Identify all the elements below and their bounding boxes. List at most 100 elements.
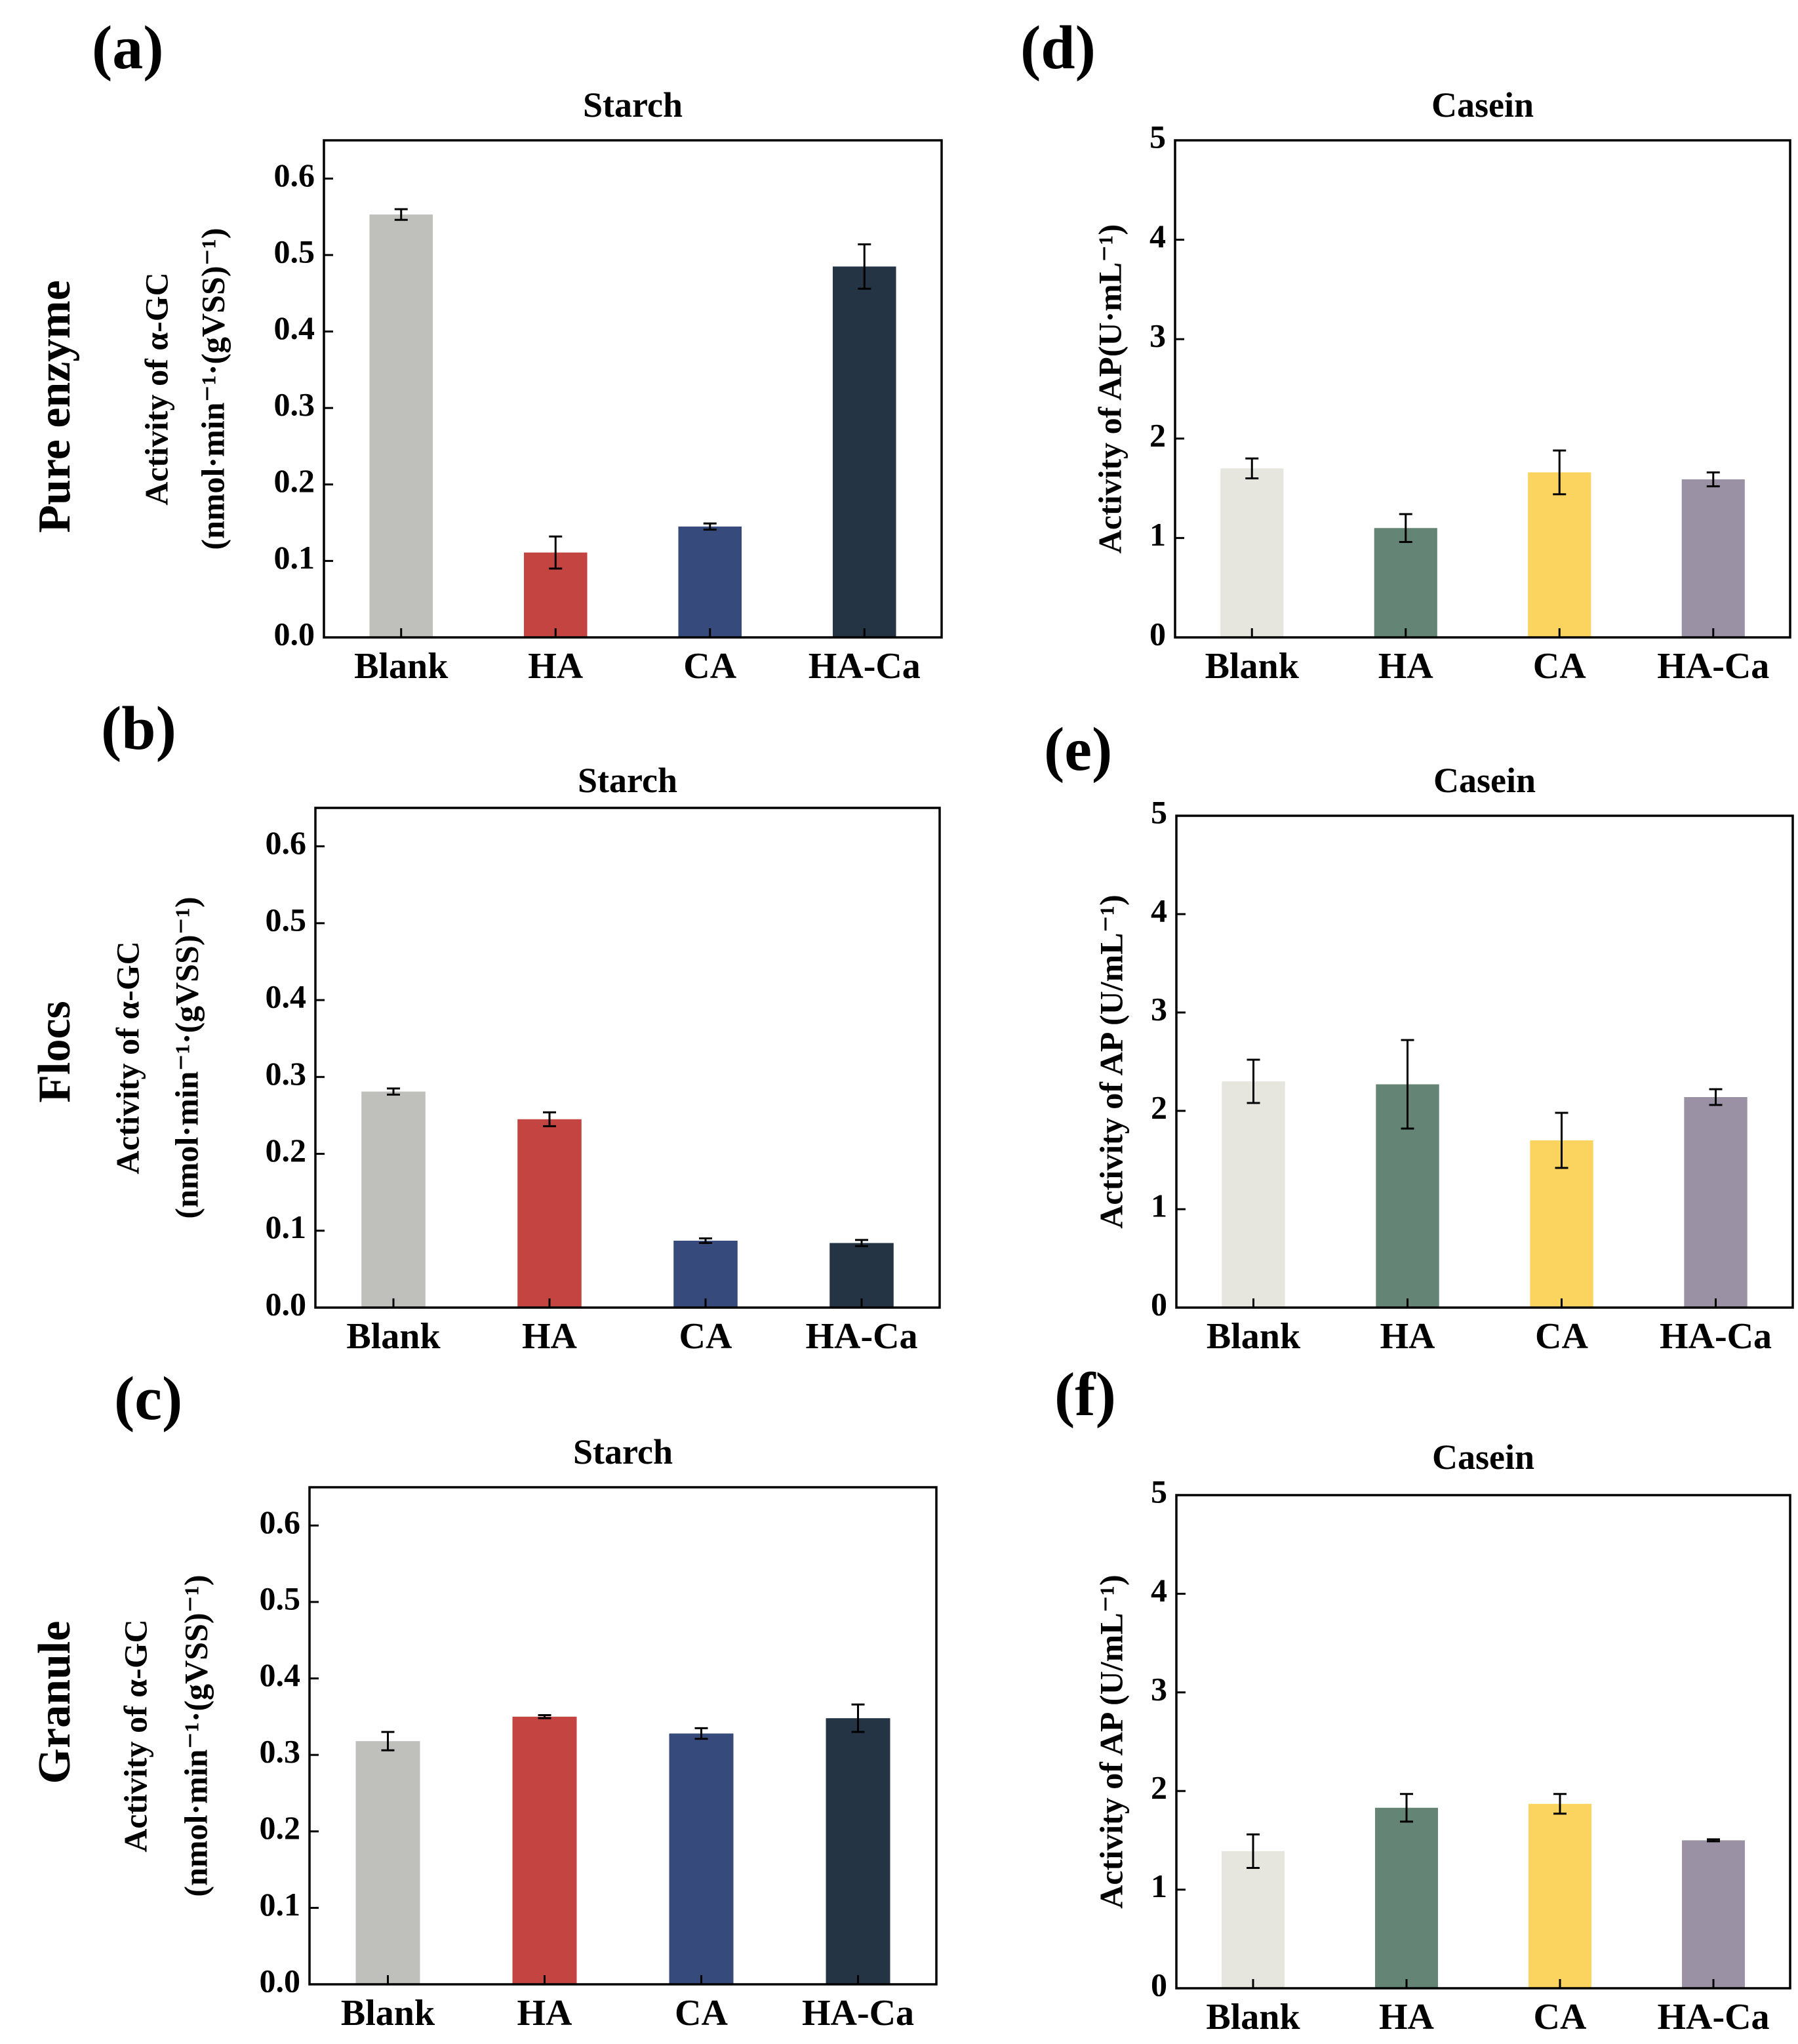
bar-ha-ca [1681,479,1745,637]
x-tick-label: HA-Ca [802,1993,914,2034]
x-tick-label: CA [1534,1997,1587,2037]
y-tick-label: 5 [1149,118,1166,155]
chart-title: Casein [1433,761,1536,800]
bar-ha [1375,1807,1438,1988]
y-tick-label: 3 [1151,1670,1167,1707]
y-tick-label: 0.4 [274,310,315,346]
bar-blank [1220,468,1284,637]
y-tick-label: 0.0 [266,1285,307,1322]
y-tick-label: 0 [1151,1966,1167,2003]
y-tick-label: 2 [1151,1089,1167,1125]
x-tick-label: HA [1378,646,1434,687]
x-tick-label: HA-Ca [1657,646,1769,687]
y-axis-label: Activity of AP (U/mL⁻¹) [1092,1574,1129,1908]
y-tick-label: 4 [1149,218,1166,254]
x-tick-label: HA [1380,1316,1436,1357]
bar-blank [1222,1081,1285,1308]
plot-frame [1175,1494,1791,1990]
x-tick-label: HA-Ca [809,646,921,687]
bar-ha [517,1119,582,1308]
panel-letter: (b) [101,694,176,763]
y-tick-label: 1 [1149,516,1166,553]
y-tick-label: 3 [1149,317,1166,354]
bar-ha-ca [1682,1840,1745,1988]
y-axis-label: Activity of α-GC [109,941,146,1174]
y-tick-label: 0.1 [274,539,315,576]
plot-frame [323,139,943,639]
bar-ca [1528,472,1591,637]
y-tick-label: 0.6 [266,824,307,861]
bar-ha-ca [1684,1097,1748,1308]
row-label-pure-enzyme: Pure enzyme [30,280,80,533]
y-tick-label: 2 [1151,1769,1167,1806]
y-tick-label: 0.5 [266,901,307,938]
plot-frame [1175,814,1794,1309]
x-tick-label: Blank [346,1316,441,1357]
panel-letter: (d) [1020,14,1096,82]
y-tick-label: 4 [1151,892,1167,929]
y-axis-label: Activity of AP(U·mL⁻¹) [1091,224,1128,553]
row-label-granule: Granule [30,1621,80,1784]
bar-ha-ca [832,266,896,637]
y-tick-label: 0.1 [260,1886,301,1923]
row-label-flocs: Flocs [30,1001,80,1103]
panel-letter: (f) [1054,1361,1116,1429]
y-axis-label: (nmol·min⁻¹·(gVSS)⁻¹) [177,1574,214,1896]
y-tick-label: 0.4 [266,978,307,1015]
y-tick-label: 0.3 [260,1733,301,1770]
x-tick-label: HA [517,1993,573,2034]
y-tick-label: 0.6 [274,157,315,193]
x-tick-label: Blank [341,1993,435,2034]
bar-ha-ca [826,1718,890,1984]
chart-title: Starch [578,761,677,800]
x-tick-label: CA [679,1316,732,1357]
y-tick-label: 4 [1151,1572,1167,1609]
y-tick-label: 0 [1149,615,1166,652]
chart-panel-f: (f) Casein Blank HA CA HA-Ca 0 1 2 3 4 5 Activity of… [1054,1361,1791,2037]
x-tick-label: Blank [1207,1316,1301,1357]
x-tick-label: CA [683,646,736,687]
bar-blank [369,214,433,637]
y-tick-label: 5 [1151,793,1167,830]
x-tick-label: HA [1379,1997,1435,2037]
x-tick-label: CA [675,1993,728,2034]
x-tick-label: HA-Ca [1657,1997,1769,2037]
y-tick-label: 0.6 [260,1504,301,1540]
y-axis-label: Activity of α-GC [117,1619,153,1853]
chart-panel-a: (a) Starch Blank HA CA HA-Ca 0.0 0.1 0.2 0.3 0.4 0.… [92,14,943,687]
bar-ca [673,1241,738,1308]
y-axis-label: (nmol·min⁻¹·(gVSS)⁻¹) [194,228,231,550]
chart-panel-e: (e) Casein Blank HA CA HA-Ca 0 1 2 3 4 5 Activity of… [1044,715,1794,1357]
x-tick-label: Blank [1205,646,1300,687]
bar-ha [1374,528,1437,637]
bar-ca [678,526,742,637]
chart-panel-d: (d) Casein Blank HA CA HA-Ca 0 1 2 3 4 5 Activity of… [1020,14,1791,687]
chart-panel-c: (c) Starch Blank HA CA HA-Ca 0.0 0.1 0.2 0.3 0.4 0.… [114,1365,938,2034]
y-tick-label: 5 [1151,1473,1167,1510]
x-tick-label: CA [1533,646,1586,687]
y-tick-label: 1 [1151,1187,1167,1224]
y-tick-label: 0.5 [274,233,315,270]
panel-letter: (e) [1044,715,1112,784]
y-tick-label: 0.5 [260,1580,301,1616]
x-tick-label: Blank [1206,1997,1300,2037]
y-tick-label: 2 [1149,416,1166,453]
y-tick-label: 0.3 [266,1055,307,1092]
chart-panel-b: (b) Starch Blank HA CA HA-Ca 0.0 0.1 0.2 0.3 0.4 0.… [101,694,941,1357]
y-tick-label: 0.2 [260,1809,301,1846]
x-tick-label: HA [522,1316,578,1357]
panel-letter: (a) [92,14,164,82]
bar-blank [1222,1851,1285,1988]
chart-title: Casein [1432,1437,1534,1477]
x-tick-label: HA-Ca [805,1316,917,1357]
bar-ha-ca [829,1243,894,1308]
bar-ca [669,1733,734,1984]
bar-ha [512,1716,577,1984]
panel-letter: (c) [114,1365,182,1433]
y-tick-label: 0.2 [274,462,315,499]
chart-title: Starch [583,85,683,125]
bar-blank [361,1091,426,1308]
x-tick-label: CA [1535,1316,1588,1357]
bar-ca [1528,1803,1591,1988]
